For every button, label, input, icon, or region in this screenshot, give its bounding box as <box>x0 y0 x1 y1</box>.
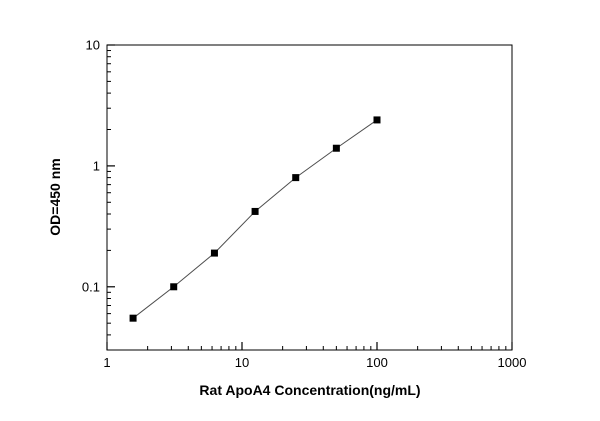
data-point-marker <box>210 249 218 257</box>
data-line <box>132 119 378 319</box>
plot-box <box>106 44 513 351</box>
y-tick-label: 0.1 <box>82 279 100 294</box>
x-tick-label: 1000 <box>498 355 527 370</box>
x-tick-label: 1 <box>103 355 110 370</box>
data-point-marker <box>170 283 178 291</box>
x-tick-label: 10 <box>235 355 249 370</box>
data-point-marker <box>373 116 381 124</box>
data-point-marker <box>332 144 340 152</box>
y-tick-label: 1 <box>93 158 100 173</box>
y-tick-label: 10 <box>86 38 100 53</box>
data-point-marker <box>292 174 300 182</box>
y-axis-label: OD=450 nm <box>47 158 63 236</box>
x-axis-label: Rat ApoA4 Concentration(ng/mL) <box>199 382 421 398</box>
data-point-marker <box>251 207 259 215</box>
data-point-marker <box>129 314 137 322</box>
x-tick-label: 100 <box>366 355 388 370</box>
